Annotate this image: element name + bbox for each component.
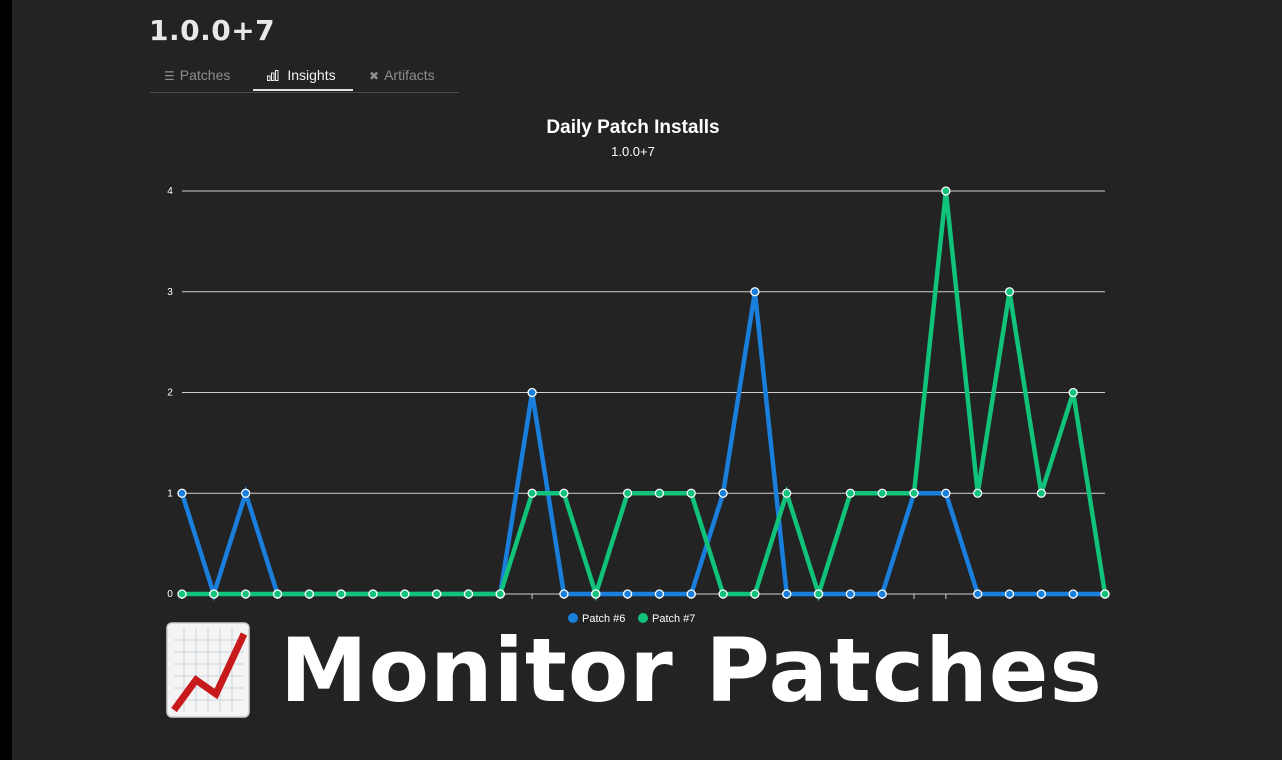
data-point [272, 589, 283, 599]
data-point [686, 589, 696, 599]
data-point [973, 488, 983, 498]
bar-chart-icon [267, 69, 282, 83]
legend-swatch [568, 613, 578, 623]
data-point [877, 589, 887, 599]
data-point [845, 488, 856, 498]
data-point [336, 589, 346, 599]
data-point [750, 287, 760, 297]
chart-grid: 0 1 2 3 4 [167, 186, 1106, 600]
daily-installs-chart: Daily Patch Installs 1.0.0+7 0 1 2 3 4 Patch… [167, 117, 1110, 625]
list-icon: ☰ [164, 69, 175, 83]
data-point [241, 488, 251, 498]
data-point [845, 589, 856, 599]
data-point [941, 186, 951, 196]
data-point [368, 589, 378, 599]
tab-insights[interactable]: Insights [253, 62, 353, 91]
chart-legend: Patch #6 Patch #7 [568, 613, 695, 625]
data-point [686, 488, 696, 498]
y-tick-label: 1 [167, 488, 173, 499]
y-tick-label: 0 [167, 589, 173, 600]
data-point [941, 488, 951, 498]
data-point [782, 589, 792, 599]
data-point [209, 589, 219, 599]
data-point [718, 589, 728, 599]
tab-artifacts[interactable]: ✖ Artifacts [355, 62, 459, 91]
series-line-2 [182, 190, 1108, 602]
data-point [750, 589, 760, 599]
data-point [304, 589, 314, 599]
data-point [559, 589, 569, 599]
tab-insights-label: Insights [287, 67, 336, 83]
y-tick-label: 4 [167, 186, 173, 197]
data-point [400, 589, 410, 599]
data-point [622, 589, 633, 599]
banner-title: Monitor Patches [280, 618, 1103, 722]
data-point [495, 589, 505, 599]
monitor-patches-banner: Monitor Patches [166, 618, 1103, 722]
data-point [782, 488, 792, 498]
tab-bar: ☰ Patches Insights ✖ Artifacts [150, 62, 459, 93]
data-point [1036, 589, 1046, 599]
data-point [622, 488, 633, 498]
data-point [1004, 287, 1015, 297]
tab-patches[interactable]: ☰ Patches [150, 62, 253, 91]
data-point [813, 589, 824, 599]
chart-title: Daily Patch Installs [546, 117, 719, 138]
data-point [654, 589, 665, 599]
data-point [527, 488, 537, 498]
data-point [909, 488, 919, 498]
data-point [1036, 488, 1046, 498]
data-point [431, 589, 442, 599]
tab-patches-label: Patches [179, 67, 231, 83]
data-point [654, 488, 665, 498]
data-point [877, 488, 887, 498]
data-point [1068, 387, 1078, 398]
data-point [463, 589, 474, 599]
data-point [241, 589, 251, 599]
y-tick-label: 3 [167, 287, 173, 298]
data-point [559, 488, 569, 498]
chart-series [177, 186, 1110, 602]
legend-swatch [638, 613, 648, 623]
legend-label: Patch #6 [582, 613, 625, 625]
tools-icon: ✖ [369, 69, 380, 83]
data-point [1004, 589, 1015, 599]
data-point [718, 488, 728, 498]
chart-subtitle: 1.0.0+7 [611, 144, 655, 159]
data-point [1100, 589, 1110, 599]
chart-increasing-icon [166, 622, 250, 718]
release-title: 1.0.0+7 [149, 14, 276, 47]
data-point [177, 589, 187, 599]
data-point [973, 589, 983, 599]
data-point [1068, 589, 1078, 599]
y-tick-label: 2 [167, 388, 173, 399]
tab-artifacts-label: Artifacts [384, 67, 435, 83]
data-point [591, 589, 601, 599]
data-point [177, 488, 187, 498]
legend-label: Patch #7 [652, 613, 695, 625]
series-line-1 [179, 291, 1105, 602]
data-point [527, 387, 537, 398]
